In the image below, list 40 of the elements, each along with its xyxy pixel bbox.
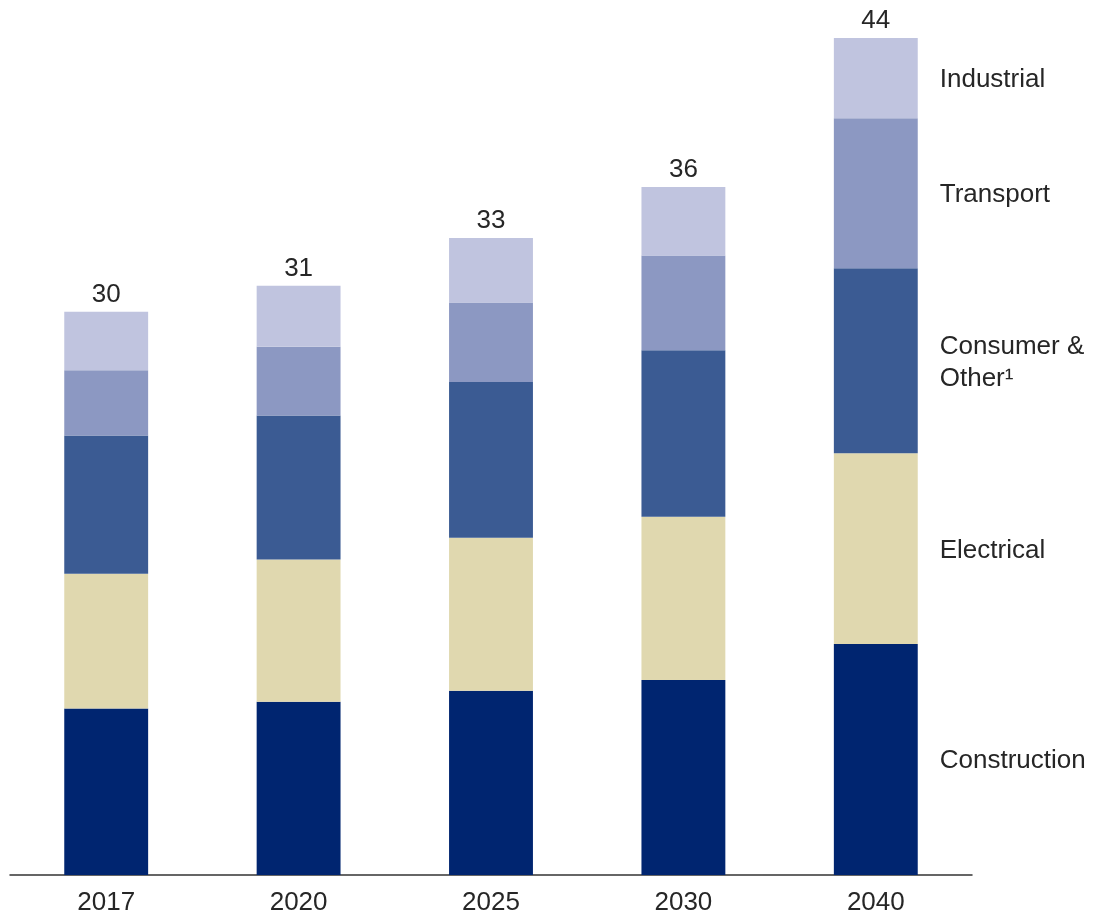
bar [449, 238, 533, 303]
annotation: 30 [91, 277, 121, 308]
bar [833, 643, 918, 875]
bar [64, 708, 149, 875]
bar [449, 537, 533, 691]
bar [833, 453, 918, 644]
series-label: Industrial [939, 63, 1046, 94]
bar [641, 516, 726, 680]
x-tick-label: 2030 [654, 886, 713, 915]
bar [64, 435, 149, 574]
x-tick-label: 2025 [462, 886, 520, 915]
series-label: Electrical [939, 533, 1046, 564]
bar [256, 701, 341, 875]
x-tick-label: 2017 [77, 886, 136, 915]
series-label: Transport [939, 178, 1051, 209]
bar [833, 268, 918, 454]
bar [256, 346, 341, 416]
bar [256, 285, 341, 347]
bar [449, 382, 533, 538]
x-tick-label: 2040 [846, 886, 905, 915]
bar [256, 559, 341, 702]
annotation: 33 [476, 204, 506, 235]
annotation: 31 [284, 251, 314, 282]
x-tick-label: 2020 [269, 886, 328, 915]
bar [64, 311, 149, 371]
series-label: Construction [939, 744, 1086, 775]
series-label: Consumer & Other¹ [939, 329, 1085, 392]
bar [641, 186, 726, 256]
bar [833, 38, 918, 119]
annotation: 36 [668, 152, 698, 183]
bar [833, 118, 918, 269]
bar [256, 415, 341, 560]
bar [641, 679, 726, 875]
annotation: 44 [861, 4, 891, 34]
bar [641, 350, 726, 517]
bar [449, 302, 533, 383]
bar [64, 370, 149, 436]
bar [449, 690, 533, 875]
bar [64, 573, 149, 709]
bar [641, 255, 726, 351]
